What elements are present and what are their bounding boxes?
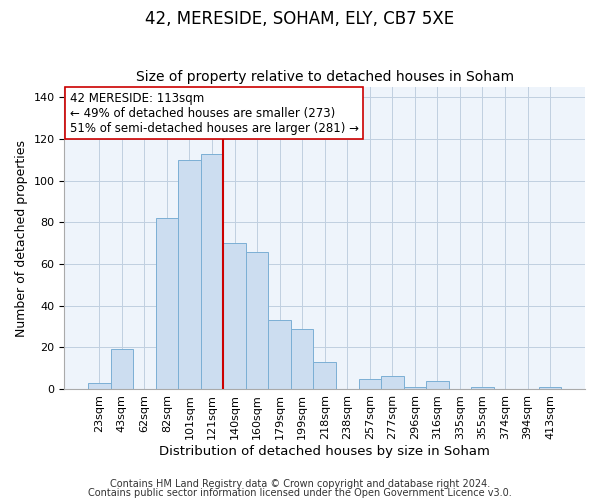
X-axis label: Distribution of detached houses by size in Soham: Distribution of detached houses by size … — [159, 444, 490, 458]
Text: 42 MERESIDE: 113sqm
← 49% of detached houses are smaller (273)
51% of semi-detac: 42 MERESIDE: 113sqm ← 49% of detached ho… — [70, 92, 359, 134]
Y-axis label: Number of detached properties: Number of detached properties — [15, 140, 28, 336]
Bar — [539, 387, 562, 389]
Bar — [178, 160, 201, 389]
Bar — [426, 380, 449, 389]
Text: Contains HM Land Registry data © Crown copyright and database right 2024.: Contains HM Land Registry data © Crown c… — [110, 479, 490, 489]
Bar — [291, 328, 313, 389]
Bar — [223, 243, 246, 389]
Bar — [201, 154, 223, 389]
Bar — [381, 376, 404, 389]
Text: 42, MERESIDE, SOHAM, ELY, CB7 5XE: 42, MERESIDE, SOHAM, ELY, CB7 5XE — [145, 10, 455, 28]
Bar — [110, 350, 133, 389]
Bar — [404, 387, 426, 389]
Bar — [313, 362, 336, 389]
Bar — [246, 252, 268, 389]
Bar — [359, 378, 381, 389]
Bar — [471, 387, 494, 389]
Title: Size of property relative to detached houses in Soham: Size of property relative to detached ho… — [136, 70, 514, 85]
Text: Contains public sector information licensed under the Open Government Licence v3: Contains public sector information licen… — [88, 488, 512, 498]
Bar — [155, 218, 178, 389]
Bar — [88, 382, 110, 389]
Bar — [268, 320, 291, 389]
